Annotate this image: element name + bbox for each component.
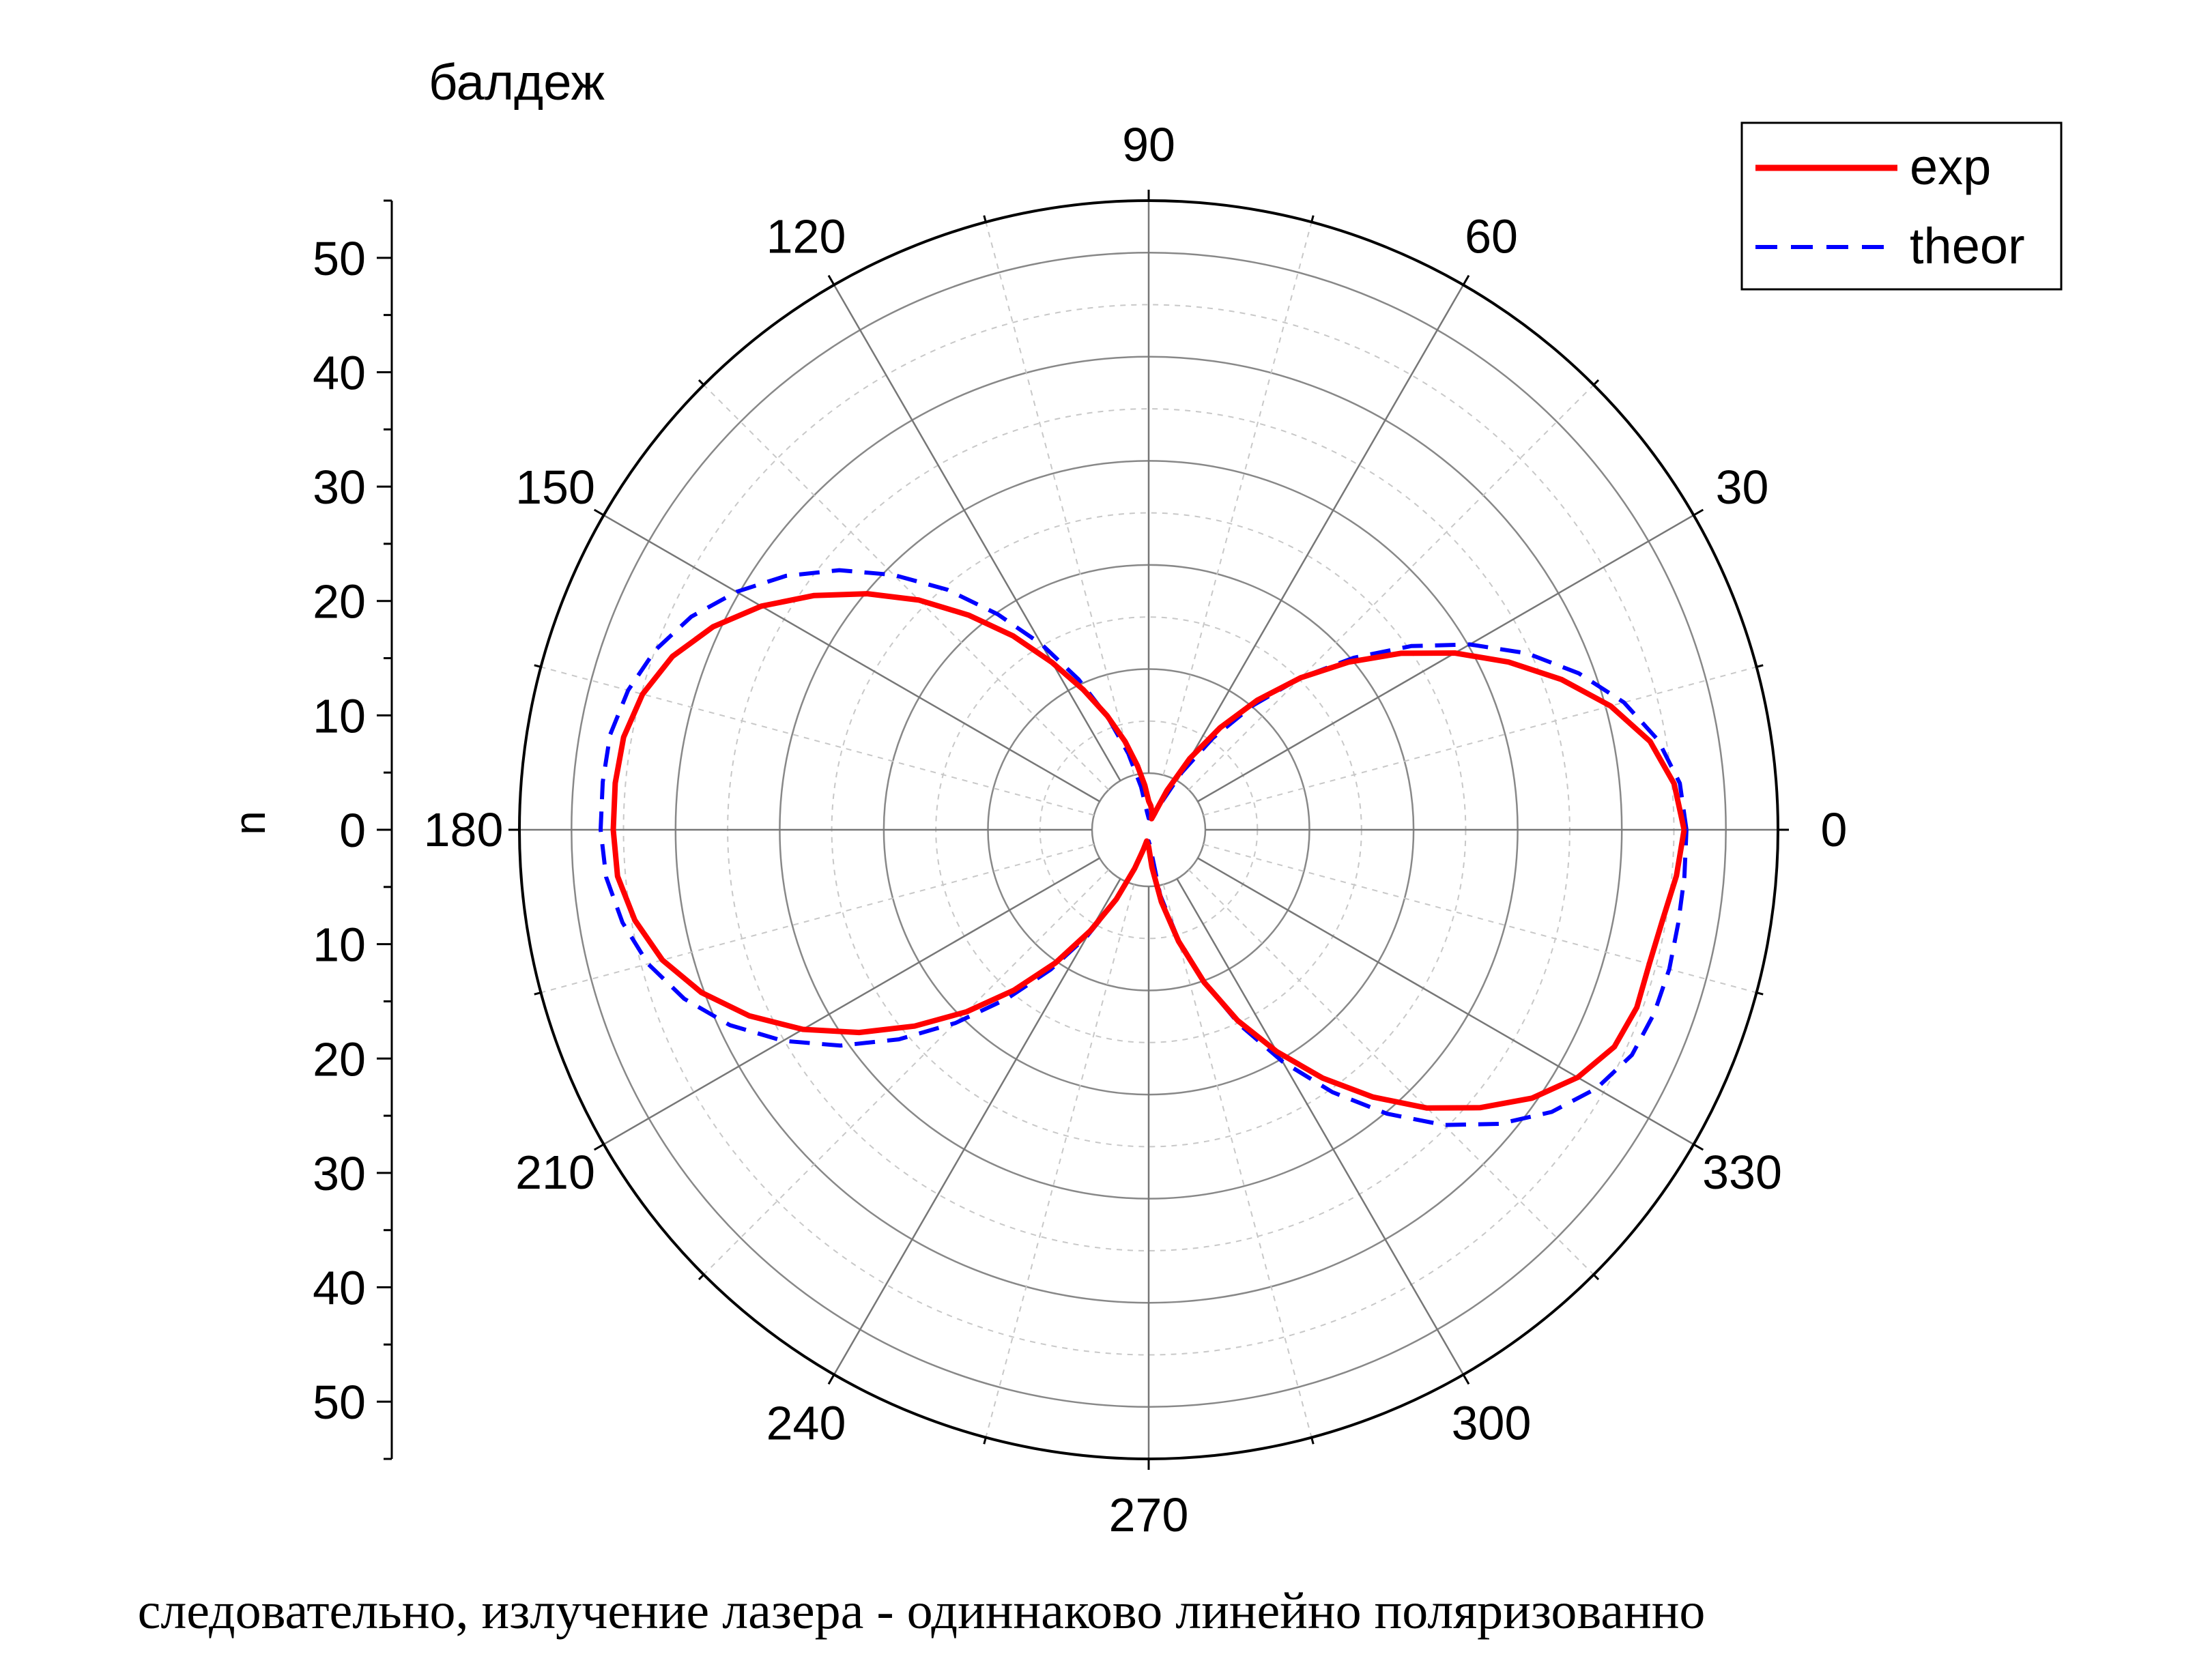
angle-tick xyxy=(1462,1374,1470,1385)
angle-tick xyxy=(983,1437,987,1445)
grid-spoke-minor xyxy=(985,884,1135,1438)
angle-tick xyxy=(1310,215,1315,222)
angle-tick xyxy=(1693,1143,1704,1151)
grid-spoke-major xyxy=(1176,284,1465,781)
angle-tick xyxy=(1592,379,1600,386)
angle-label: 90 xyxy=(1122,118,1175,171)
angle-label: 60 xyxy=(1465,210,1518,263)
grid-spoke-minor xyxy=(1203,666,1757,816)
radial-axis: n 0 10 10 20 20 30 30 40 40 50 50 xyxy=(225,199,393,1460)
grid-spoke-major xyxy=(1176,878,1465,1376)
angle-tick xyxy=(827,274,835,286)
angle-tick xyxy=(698,1273,705,1281)
grid-spoke-major xyxy=(603,857,1100,1146)
grid-spoke-minor xyxy=(985,222,1135,776)
angle-label: 240 xyxy=(766,1397,846,1450)
radial-axis-label: n xyxy=(225,811,274,835)
angle-tick xyxy=(1756,664,1764,668)
radial-tick-label: 30 xyxy=(313,1147,366,1200)
grid-spoke-minor xyxy=(1162,884,1312,1438)
angle-label: 270 xyxy=(1109,1488,1189,1541)
angle-label: 30 xyxy=(1716,461,1769,514)
radial-tick-label: 50 xyxy=(313,1376,366,1429)
radial-tick-label: 30 xyxy=(313,461,366,514)
grid-spoke-major xyxy=(1197,514,1695,802)
polar-grid xyxy=(508,190,1789,1470)
legend: exp theor xyxy=(1740,121,2063,291)
grid-spoke-minor xyxy=(541,666,1095,816)
angle-tick xyxy=(1592,1273,1600,1281)
angle-tick xyxy=(1310,1437,1315,1445)
angle-tick xyxy=(698,379,705,386)
series-line-exp xyxy=(610,591,1687,1111)
grid-spoke-minor xyxy=(1188,384,1594,791)
angle-tick xyxy=(534,664,541,668)
angle-label: 300 xyxy=(1452,1397,1532,1450)
angle-label: 330 xyxy=(1702,1146,1782,1199)
grid-spoke-major xyxy=(833,284,1121,781)
angle-tick xyxy=(1693,508,1704,517)
radial-tick-label: 40 xyxy=(313,346,366,399)
legend-label-exp: exp xyxy=(1910,139,1991,195)
angle-tick xyxy=(1756,991,1764,996)
series-layer xyxy=(599,568,1689,1127)
radial-tick-label: 10 xyxy=(313,918,366,972)
grid-spoke-major xyxy=(603,514,1100,802)
angle-label: 180 xyxy=(424,803,504,856)
angle-tick xyxy=(1462,274,1470,286)
grid-spoke-minor xyxy=(1162,222,1312,776)
angle-label: 210 xyxy=(515,1146,595,1199)
radial-tick-label: 0 xyxy=(339,804,366,857)
grid-spoke-minor xyxy=(703,869,1110,1275)
radial-tick-label: 40 xyxy=(313,1262,366,1315)
radial-tick-label: 50 xyxy=(313,232,366,285)
grid-spoke-minor xyxy=(1188,869,1594,1275)
grid-spoke-minor xyxy=(541,843,1095,994)
angle-tick xyxy=(983,215,987,222)
legend-label-theor: theor xyxy=(1910,218,2025,274)
angular-tick-labels: 0 30 60 90 120 150 180 210 240 270 300 330 xyxy=(424,118,1848,1541)
grid-spoke-major xyxy=(833,878,1121,1376)
radial-tick-label: 10 xyxy=(313,689,366,742)
grid-spoke-minor xyxy=(703,384,1110,791)
angle-tick xyxy=(827,1374,835,1385)
angle-tick xyxy=(593,508,605,517)
grid-spoke-major xyxy=(1197,857,1695,1146)
chart-title: балдеж xyxy=(429,54,605,111)
angle-tick xyxy=(593,1143,605,1151)
radial-tick-label: 20 xyxy=(313,575,366,628)
angle-tick xyxy=(534,991,541,996)
angle-label: 150 xyxy=(515,461,595,514)
angle-label: 120 xyxy=(766,210,846,263)
grid-spoke-minor xyxy=(1203,843,1757,994)
angle-label: 0 xyxy=(1821,803,1848,856)
legend-box xyxy=(1740,121,2063,291)
caption: следовательно, излучение лазера - одинна… xyxy=(138,1582,1706,1640)
radial-tick-label: 20 xyxy=(313,1032,366,1086)
